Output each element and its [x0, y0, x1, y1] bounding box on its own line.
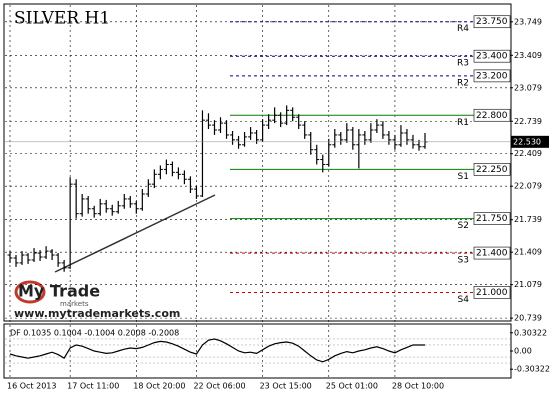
- logo-sub: markets: [60, 300, 89, 308]
- x-tick-label: 18 Oct 20:00: [133, 382, 185, 391]
- level-name: R2: [457, 78, 469, 88]
- level-label: 22.250: [476, 165, 508, 175]
- level-label: 23.750: [476, 17, 508, 27]
- y-tick-label: 23.749: [514, 17, 542, 26]
- y-tick-label: 23.079: [514, 83, 542, 92]
- level-box: [473, 286, 511, 299]
- level-box: [473, 212, 511, 225]
- indicator-line: [9, 338, 425, 363]
- level-name: S3: [458, 256, 469, 266]
- y-tick-label: 21.409: [514, 248, 542, 257]
- level-label: 23.200: [476, 71, 508, 81]
- level-box: [473, 108, 511, 122]
- level-box: [473, 49, 511, 63]
- x-tick-label: 25 Oct 01:00: [326, 382, 378, 391]
- y-tick-label: 21.739: [514, 215, 542, 224]
- level-name: R1: [457, 118, 469, 128]
- level-name: R4: [457, 24, 469, 34]
- logo-ring: [14, 280, 46, 304]
- x-tick-label: 16 Oct 2013: [7, 382, 56, 391]
- level-box: [473, 15, 511, 29]
- x-tick-label: 22 Oct 06:00: [193, 382, 245, 391]
- last-price-box: [511, 135, 549, 148]
- last-price-label: 22.530: [513, 137, 541, 146]
- logo-url: www.mytrademarkets.com: [14, 307, 180, 320]
- level-label: 21.400: [476, 249, 508, 259]
- level-label: 22.800: [476, 111, 508, 121]
- logo-name: My Trade: [18, 282, 100, 301]
- x-tick-label: 28 Oct 10:00: [392, 382, 444, 391]
- indicator-tick-label: 0.00: [514, 347, 532, 356]
- x-tick-label: 17 Oct 11:00: [67, 382, 119, 391]
- y-tick-label: 21.079: [514, 280, 542, 289]
- level-name: S2: [458, 221, 469, 231]
- level-name: S4: [458, 295, 470, 305]
- x-tick-label: 23 Oct 15:00: [260, 382, 312, 391]
- level-box: [473, 246, 511, 260]
- level-box: [473, 69, 511, 83]
- y-tick-label: 22.409: [514, 149, 542, 158]
- level-box: [473, 163, 511, 176]
- logo: My Trade markets www.mytrademarkets.com: [14, 280, 180, 320]
- y-tick-label: 22.739: [514, 117, 542, 126]
- level-label: 23.400: [476, 52, 508, 62]
- y-tick-label: 22.079: [514, 182, 542, 191]
- indicator-tick-label: 0.30322: [514, 328, 547, 337]
- trend-line: [54, 194, 216, 273]
- y-tick-label: 20.739: [514, 314, 542, 323]
- indicator-label: DF 0.1035 0.1004 -0.1004 0.2008 -0.2008: [10, 329, 179, 338]
- y-tick-label: 23.409: [514, 51, 542, 60]
- chart-title: SILVER H1: [14, 9, 110, 29]
- indicator-pane: [3, 323, 512, 379]
- level-label: 21.000: [476, 288, 508, 298]
- indicator-tick-label: -0.30322: [514, 365, 550, 374]
- level-name: S1: [458, 172, 469, 182]
- main-pane: [3, 3, 512, 322]
- level-name: R3: [457, 59, 469, 69]
- level-label: 21.750: [476, 214, 508, 224]
